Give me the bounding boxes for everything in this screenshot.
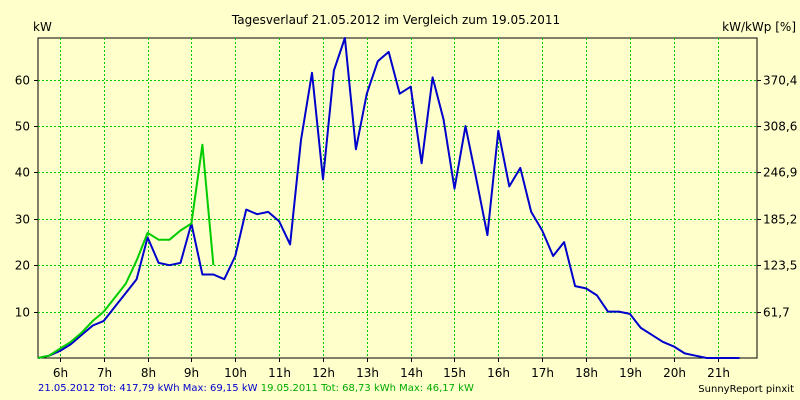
y-tick-label-left: 50: [15, 120, 30, 134]
y-tick-label-left: 20: [15, 259, 30, 273]
x-tick-label: 16h: [487, 366, 510, 380]
footer-summary: 21.05.2012 Tot: 417,79 kWh Max: 69,15 kW…: [38, 383, 474, 394]
x-tick-label: 21h: [707, 366, 730, 380]
y-axis-left-label: kW: [33, 20, 52, 34]
x-tick-label: 11h: [268, 366, 291, 380]
x-tick-label: 17h: [531, 366, 554, 380]
footer-credit: SunnyReport pinxit: [698, 384, 794, 395]
y-tick-label-right: 61,7: [763, 306, 790, 320]
footer-current-total: 21.05.2012 Tot: 417,79 kWh Max: 69,15 kW: [38, 383, 258, 394]
x-tick-label: 7h: [97, 366, 112, 380]
y-tick-label-left: 40: [15, 166, 30, 180]
y-tick-label-right: 308,6: [763, 120, 797, 134]
x-tick-label: 8h: [141, 366, 156, 380]
series-line-comparison: [37, 143, 215, 359]
chart-title: Tagesverlauf 21.05.2012 im Vergleich zum…: [231, 13, 560, 27]
x-tick-label: 10h: [224, 366, 247, 380]
y-tick-label-right: 123,5: [763, 259, 797, 273]
y-tick-label-left: 60: [15, 74, 30, 88]
x-tick-label: 19h: [619, 366, 642, 380]
y-axis-right-label: kW/kWp [%]: [722, 20, 796, 34]
x-tick-label: 13h: [356, 366, 379, 380]
y-tick-label-left: 10: [15, 306, 30, 320]
grid: [38, 38, 757, 358]
series-group: [37, 37, 740, 359]
y-tick-label-left: 30: [15, 213, 30, 227]
series-line-current: [37, 37, 740, 359]
x-tick-label: 9h: [184, 366, 199, 380]
y-tick-label-right: 370,4: [763, 74, 797, 88]
y-tick-label-right: 185,2: [763, 213, 797, 227]
footer-comparison-total: 19.05.2011 Tot: 68,73 kWh Max: 46,17 kW: [260, 383, 474, 394]
x-tick-label: 12h: [312, 366, 335, 380]
x-tick-label: 6h: [53, 366, 68, 380]
x-tick-label: 18h: [575, 366, 598, 380]
plot-area: [37, 37, 758, 359]
x-tick-label: 15h: [443, 366, 466, 380]
y-tick-label-right: 246,9: [763, 166, 797, 180]
x-tick-label: 14h: [400, 366, 423, 380]
x-tick-label: 20h: [663, 366, 686, 380]
axes: 6h 7h 8h 9h 10h 11h 12h 13h 14h 15h 16h 17h 18h 19h 20…: [15, 74, 798, 381]
